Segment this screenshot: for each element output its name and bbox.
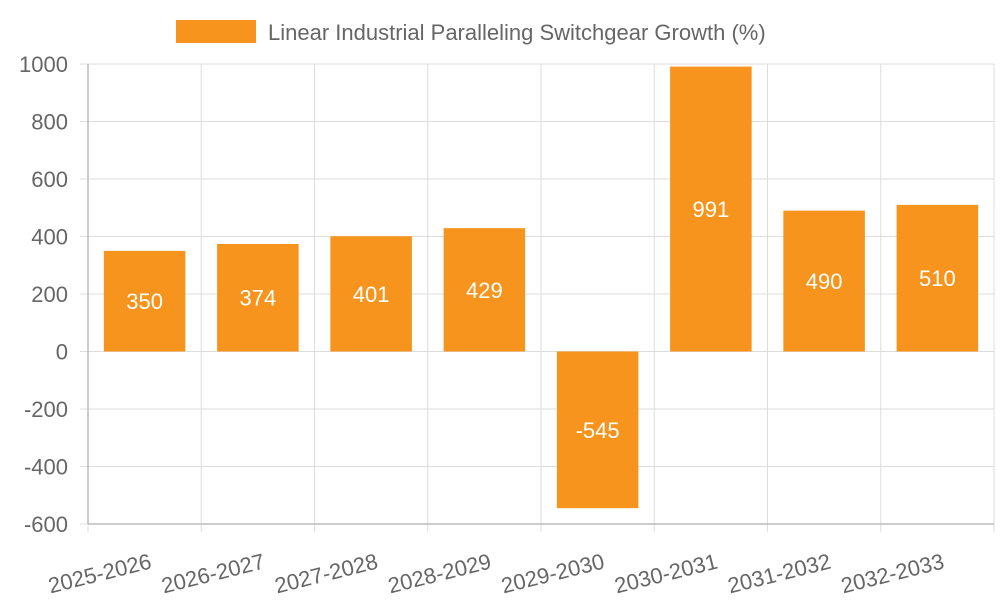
bar-value-label: 490	[806, 269, 843, 294]
bar[interactable]	[330, 236, 412, 352]
bar-labels: 350 374 401 429 -545 991 490 510	[126, 197, 955, 443]
bar-value-label: 401	[353, 282, 390, 307]
y-tick-label: 1000	[19, 52, 68, 77]
y-tick-label: 800	[31, 110, 68, 135]
bar-value-label: 991	[693, 197, 730, 222]
y-tick-label: -400	[24, 455, 68, 480]
bar-value-label: 429	[466, 278, 503, 303]
bar-value-label: 374	[240, 286, 277, 311]
x-tick-label: 2027-2028	[272, 549, 380, 599]
bar[interactable]	[217, 243, 299, 352]
bar[interactable]	[443, 228, 526, 352]
legend[interactable]: Linear Industrial Paralleling Switchgear…	[176, 20, 766, 45]
x-tick-label: 2025-2026	[46, 549, 154, 599]
x-tick-label: 2029-2030	[499, 549, 607, 599]
legend-swatch	[176, 20, 256, 43]
bar[interactable]	[670, 66, 752, 352]
x-tick-label: 2030-2031	[612, 549, 720, 599]
y-tick-label: -200	[24, 397, 68, 422]
bar[interactable]	[783, 210, 865, 352]
axes	[87, 64, 994, 525]
bar-value-label: 350	[126, 289, 163, 314]
y-tick-label: 600	[31, 167, 68, 192]
x-tick-label: 2031-2032	[725, 549, 833, 599]
bar[interactable]	[556, 351, 639, 509]
x-tick-label: 2026-2027	[159, 549, 267, 599]
legend-label: Linear Industrial Paralleling Switchgear…	[268, 20, 766, 45]
y-tick-label: 200	[31, 282, 68, 307]
bars	[103, 66, 979, 509]
y-axis-ticks: 1000 800 600 400 200 0 -200 -400 -600	[19, 52, 68, 537]
x-axis-ticks: 2025-2026 2026-2027 2027-2028 2028-2029 2029…	[46, 549, 947, 599]
y-tick-label: 0	[56, 340, 68, 365]
bar-value-label: -545	[576, 418, 620, 443]
bar[interactable]	[103, 250, 186, 352]
bar[interactable]	[896, 204, 979, 352]
y-tick-label: -600	[24, 512, 68, 537]
bar-value-label: 510	[919, 266, 956, 291]
x-tick-label: 2032-2033	[838, 549, 946, 599]
y-tick-label: 400	[31, 225, 68, 250]
x-tick-label: 2028-2029	[385, 549, 493, 599]
